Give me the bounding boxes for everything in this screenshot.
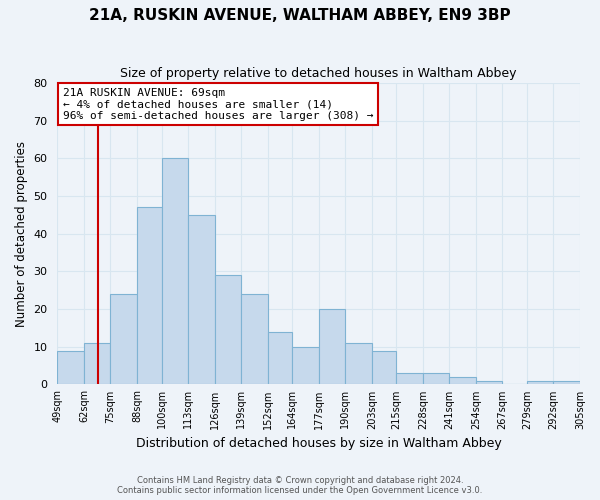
Bar: [241, 294, 268, 384]
Bar: [423, 373, 449, 384]
Bar: [58, 350, 84, 384]
Bar: [345, 343, 372, 384]
Bar: [268, 332, 292, 384]
Bar: [215, 275, 241, 384]
Bar: [161, 158, 188, 384]
Bar: [449, 377, 476, 384]
X-axis label: Distribution of detached houses by size in Waltham Abbey: Distribution of detached houses by size …: [136, 437, 502, 450]
Bar: [84, 343, 110, 384]
Bar: [396, 373, 423, 384]
Bar: [292, 347, 319, 385]
Text: 21A, RUSKIN AVENUE, WALTHAM ABBEY, EN9 3BP: 21A, RUSKIN AVENUE, WALTHAM ABBEY, EN9 3…: [89, 8, 511, 22]
Bar: [527, 380, 553, 384]
Y-axis label: Number of detached properties: Number of detached properties: [15, 140, 28, 326]
Bar: [319, 309, 345, 384]
Text: 21A RUSKIN AVENUE: 69sqm
← 4% of detached houses are smaller (14)
96% of semi-de: 21A RUSKIN AVENUE: 69sqm ← 4% of detache…: [62, 88, 373, 121]
Bar: [372, 350, 396, 384]
Text: Contains HM Land Registry data © Crown copyright and database right 2024.
Contai: Contains HM Land Registry data © Crown c…: [118, 476, 482, 495]
Bar: [137, 208, 161, 384]
Bar: [553, 380, 580, 384]
Bar: [476, 380, 502, 384]
Bar: [188, 215, 215, 384]
Title: Size of property relative to detached houses in Waltham Abbey: Size of property relative to detached ho…: [121, 68, 517, 80]
Bar: [110, 294, 137, 384]
